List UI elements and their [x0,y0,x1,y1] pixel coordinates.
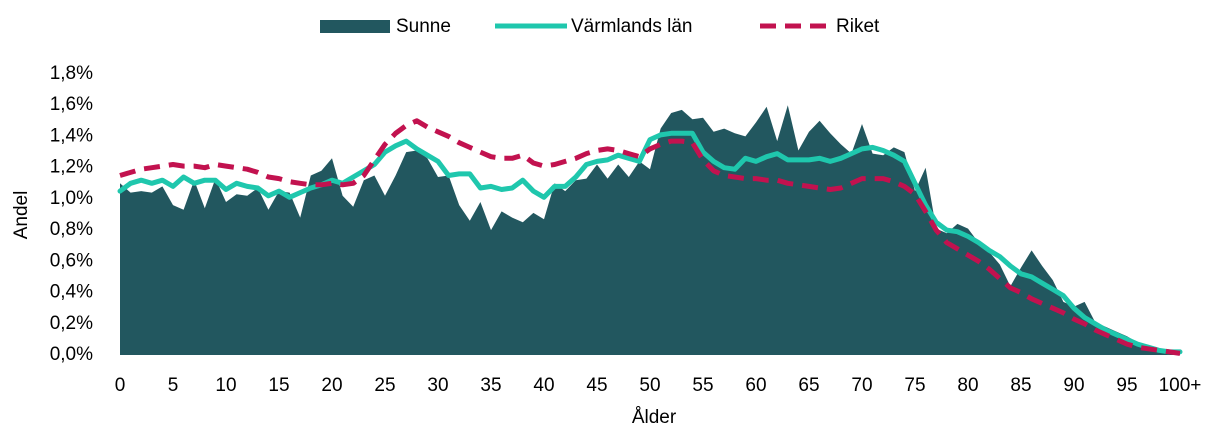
y-tick-label: 1,2% [50,157,93,178]
x-tick-label: 90 [1063,375,1084,396]
x-tick-label: 70 [851,375,872,396]
y-tick-label: 0,8% [50,219,93,240]
x-tick-label: 15 [268,375,289,396]
x-tick-label: 5 [168,375,179,396]
x-tick-label: 85 [1010,375,1031,396]
y-tick-label: 1,8% [50,63,93,84]
line [119,118,1181,356]
legend-label: Sunne [396,16,451,37]
x-tick-label: 60 [745,375,766,396]
x-tick-label: 30 [427,375,448,396]
x-tick-label: 75 [904,375,925,396]
x-tick-label: 25 [374,375,395,396]
x-tick-label: 100+ [1159,375,1202,396]
x-tick-label: 10 [215,375,236,396]
legend-label: Värmlands län [571,16,692,37]
x-tick-label: 80 [957,375,978,396]
x-tick-label: 0 [115,375,126,396]
x-tick-label: 20 [321,375,342,396]
legend-label: Riket [836,16,880,37]
y-axis-label: Andel [11,191,32,240]
x-tick-label: 50 [639,375,660,396]
y-tick-label: 0,4% [50,282,93,303]
x-tick-label: 95 [1116,375,1137,396]
y-tick-label: 1,4% [50,125,93,146]
x-tick-label: 65 [798,375,819,396]
x-tick-label: 55 [692,375,713,396]
y-tick-label: 0,6% [50,250,93,271]
legend-swatch [320,20,390,33]
y-tick-label: 1,6% [50,94,93,115]
x-tick-label: 35 [480,375,501,396]
x-tick-label: 40 [533,375,554,396]
y-tick-label: 1,0% [50,188,93,209]
x-axis-label: Ålder [632,407,677,428]
x-tick-label: 45 [586,375,607,396]
line [117,130,1183,355]
area [120,105,1180,355]
y-tick-label: 0,0% [50,344,93,365]
y-tick-label: 0,2% [50,313,93,334]
